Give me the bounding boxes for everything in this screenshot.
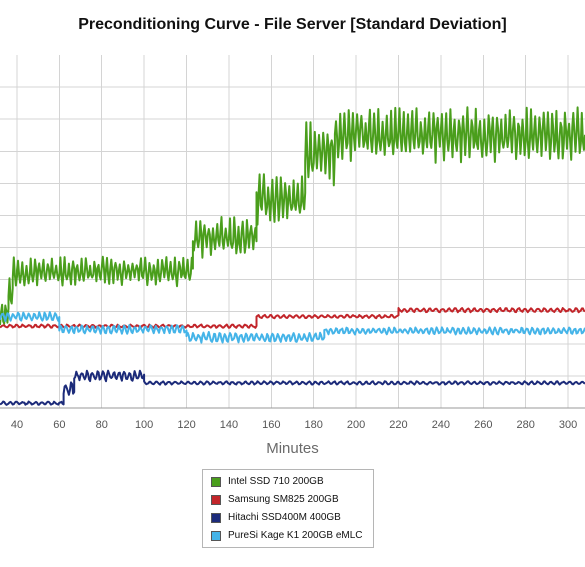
series-line <box>0 106 585 326</box>
legend-item: Hitachi SSD400M 400GB <box>203 509 373 527</box>
x-tick-label: 100 <box>135 419 153 431</box>
grid-layer <box>0 55 585 409</box>
legend-label: Hitachi SSD400M 400GB <box>228 512 341 523</box>
x-tick-label: 120 <box>177 419 195 431</box>
series-layer <box>0 106 585 406</box>
chart-title: Preconditioning Curve - File Server [Sta… <box>78 16 507 33</box>
legend-label: PureSi Kage K1 200GB eMLC <box>228 530 363 541</box>
series-line <box>0 307 585 329</box>
legend-swatch <box>211 477 221 487</box>
legend-swatch <box>211 531 221 541</box>
legend-item: PureSi Kage K1 200GB eMLC <box>203 527 373 545</box>
x-tick-label: 80 <box>96 419 108 431</box>
x-tick-label: 260 <box>474 419 492 431</box>
series-line <box>0 369 585 406</box>
x-tick-label: 220 <box>389 419 407 431</box>
axis-layer: 40 60 80 100 120 140 160 180 200 220 240 260 280 300 <box>0 407 585 431</box>
x-tick-label: 60 <box>53 419 65 431</box>
legend-item: Intel SSD 710 200GB <box>203 473 373 491</box>
legend-item: Samsung SM825 200GB <box>203 491 373 509</box>
x-axis-label: Minutes <box>266 440 319 457</box>
legend-label: Samsung SM825 200GB <box>228 494 339 505</box>
x-tick-label: 240 <box>432 419 450 431</box>
legend-label: Intel SSD 710 200GB <box>228 476 324 487</box>
x-tick-label: 300 <box>559 419 577 431</box>
legend: Intel SSD 710 200GB Samsung SM825 200GB … <box>202 469 374 548</box>
legend-swatch <box>211 495 221 505</box>
legend-swatch <box>211 513 221 523</box>
x-tick-label: 140 <box>220 419 238 431</box>
x-tick-label: 160 <box>262 419 280 431</box>
x-tick-label: 200 <box>347 419 365 431</box>
x-tick-label: 40 <box>11 419 23 431</box>
series-line <box>0 311 585 344</box>
x-tick-label: 280 <box>516 419 534 431</box>
x-tick-label: 180 <box>305 419 323 431</box>
